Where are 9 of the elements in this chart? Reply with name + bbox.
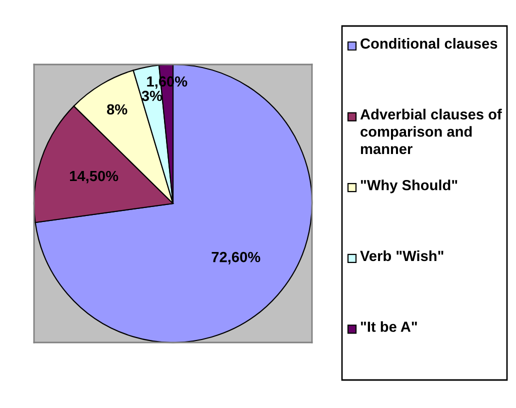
legend-label: Adverbial clauses of comparison and manner — [360, 108, 502, 154]
legend-label: "Why Should" — [360, 180, 458, 194]
data-label: 72,60% — [212, 252, 260, 264]
data-label: 14,50% — [70, 170, 118, 184]
legend-label: "It be A" — [360, 321, 417, 332]
data-label: 8% — [106, 104, 128, 115]
pie-slice — [34, 64, 313, 344]
legend-label: Verb "Wish" — [360, 250, 444, 262]
legend-label: Conditional clauses — [360, 38, 498, 49]
